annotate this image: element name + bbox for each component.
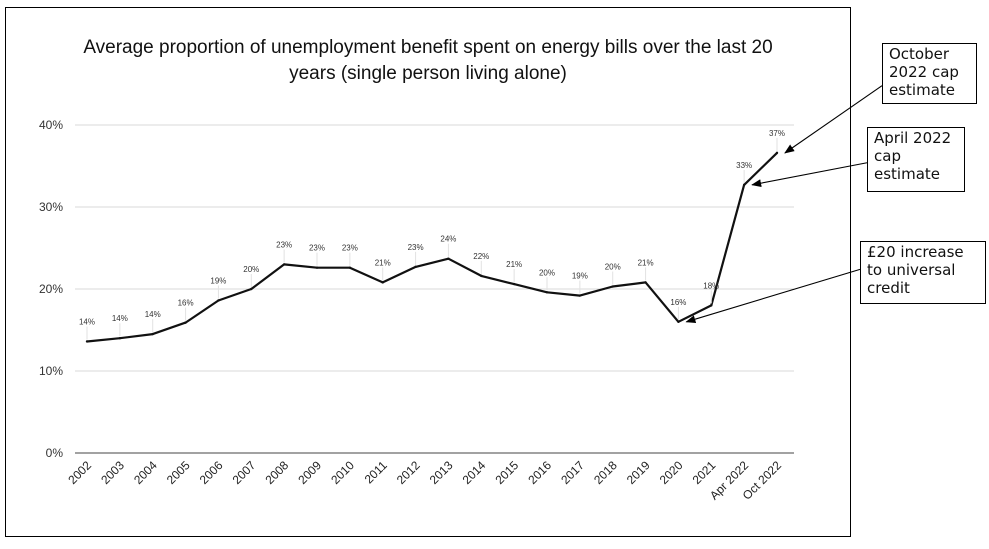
x-tick-label: 2015 [492, 458, 521, 487]
data-point [710, 304, 713, 307]
x-tick-label: 2016 [525, 458, 554, 487]
data-point [184, 321, 187, 324]
data-label: 20% [243, 265, 259, 274]
data-point [348, 266, 352, 269]
callout-line: October [889, 45, 950, 63]
data-label: 20% [539, 268, 555, 277]
callout-arrow [685, 268, 861, 324]
data-point [480, 274, 483, 278]
x-tick-label: 2011 [362, 458, 390, 486]
callout-line: to universal [867, 261, 956, 279]
y-tick-label: 30% [39, 200, 63, 214]
data-point [677, 320, 680, 323]
data-point [217, 299, 220, 302]
callout-arrow [751, 162, 868, 188]
data-label: 18% [703, 281, 719, 290]
data-point [85, 340, 89, 343]
x-tick-label: 2004 [131, 458, 160, 487]
data-label: 14% [79, 317, 95, 326]
x-tick-label: 2002 [65, 458, 94, 487]
x-tick-label: 2013 [427, 458, 456, 487]
x-tick-label: 2018 [591, 458, 620, 487]
x-axis-ticks: 2002 2003 2004 2005 2006 2007 2008 2009 2010 2011… [65, 458, 784, 503]
y-tick-label: 20% [39, 282, 63, 296]
data-point [644, 281, 647, 284]
data-point [381, 281, 384, 284]
callout-line: credit [867, 279, 910, 297]
x-tick-label: 2007 [230, 458, 259, 487]
data-label: 16% [178, 299, 194, 308]
data-label: 22% [473, 252, 489, 261]
callout-line: 2022 cap [889, 63, 959, 81]
data-point [447, 257, 450, 260]
series-line [86, 152, 778, 343]
data-point [742, 183, 746, 187]
series-layer [86, 152, 778, 343]
data-label: 37% [769, 129, 785, 138]
x-tick-label: 2005 [164, 458, 193, 487]
callout-universal-credit: £20 increase to universal credit [860, 241, 986, 304]
data-point [118, 337, 122, 340]
x-tick-label: 2021 [690, 458, 719, 487]
data-label: 24% [440, 235, 456, 244]
data-label: 14% [112, 314, 128, 323]
data-label: 23% [408, 243, 424, 252]
x-tick-label: 2010 [328, 458, 357, 487]
y-axis-ticks: 0% 10% 20% 30% 40% [39, 118, 63, 460]
callout-arrow [784, 85, 883, 154]
callout-line: April 2022 [874, 129, 952, 147]
y-tick-label: 40% [39, 118, 63, 132]
x-tick-label: 2019 [624, 458, 653, 487]
data-point [414, 265, 417, 269]
x-tick-label: 2014 [460, 458, 489, 487]
data-label: 21% [506, 260, 522, 269]
data-labels: 14% 14% 14% 16% 19% 20% 23% 23% 23% 21% 23% 24% 22% 2… [79, 129, 785, 343]
data-label: 21% [375, 258, 391, 267]
callout-line: estimate [889, 81, 956, 99]
data-point [512, 282, 516, 286]
data-point [282, 263, 286, 266]
chart-frame [5, 7, 851, 537]
x-tick-label: 2020 [657, 458, 686, 487]
callout-arrows [685, 85, 883, 324]
data-point [545, 291, 549, 294]
data-label: 19% [210, 276, 226, 285]
chart-title-line-2: years (single person living alone) [289, 63, 567, 84]
data-label: 16% [670, 298, 686, 307]
x-tick-label: 2003 [98, 458, 127, 487]
data-label: 20% [605, 263, 621, 272]
data-label: 23% [342, 244, 358, 253]
callout-line: estimate [874, 165, 941, 183]
data-label: 21% [638, 258, 654, 267]
x-tick-label: 2006 [197, 458, 226, 487]
callout-october-2022: October 2022 cap estimate [882, 43, 977, 104]
data-point [775, 151, 779, 155]
gridlines [75, 124, 794, 454]
data-label: 23% [276, 240, 292, 249]
x-tick-label: 2009 [295, 458, 324, 487]
data-point [611, 285, 614, 288]
data-label: 19% [572, 272, 588, 281]
data-point [250, 287, 253, 291]
callout-line: £20 increase [867, 243, 964, 261]
data-point [315, 266, 319, 269]
data-label: 23% [309, 244, 325, 253]
callout-line: cap [874, 147, 901, 165]
data-label: 14% [145, 310, 161, 319]
chart-title-line-1: Average proportion of unemployment benef… [83, 37, 772, 58]
y-tick-label: 0% [46, 446, 64, 460]
data-point [151, 332, 154, 336]
x-tick-label: 2017 [558, 458, 587, 487]
x-tick-label: 2012 [394, 458, 423, 487]
x-tick-label: 2008 [262, 458, 291, 487]
data-label: 33% [736, 161, 752, 170]
data-point [578, 294, 582, 297]
callout-april-2022: April 2022 cap estimate [867, 127, 965, 192]
y-tick-label: 10% [39, 364, 63, 378]
